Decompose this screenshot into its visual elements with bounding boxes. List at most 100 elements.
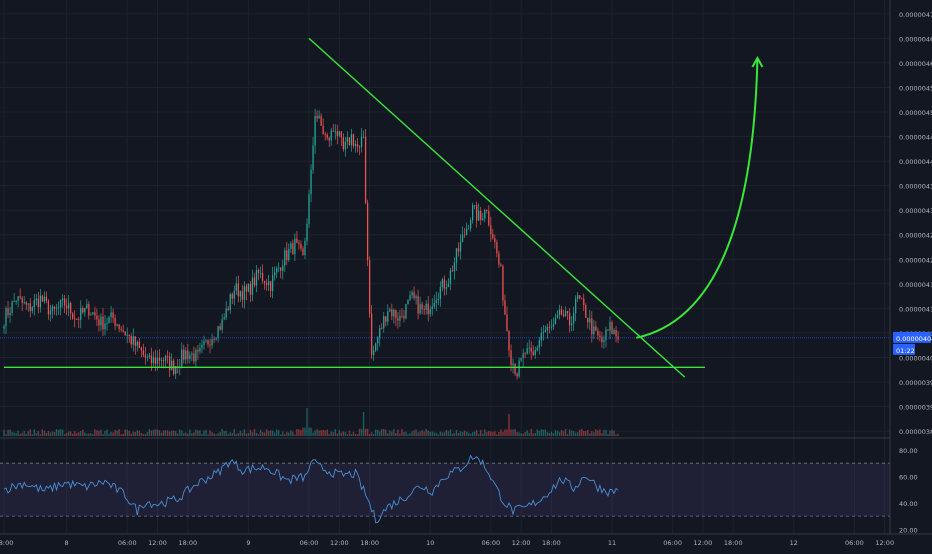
candle[interactable] [37,298,39,308]
candle[interactable] [126,334,128,336]
candle[interactable] [110,312,112,318]
candle[interactable] [9,312,11,315]
candle[interactable] [502,266,504,301]
candle[interactable] [168,356,171,371]
candle[interactable] [160,360,163,361]
candle[interactable] [443,279,446,289]
candle[interactable] [568,313,571,326]
candle[interactable] [601,336,603,343]
candle[interactable] [336,131,338,136]
candle[interactable] [146,356,149,358]
candle[interactable] [427,303,429,315]
candle[interactable] [478,210,480,221]
candle[interactable] [17,296,19,302]
candle[interactable] [536,347,538,351]
candle[interactable] [154,357,157,364]
candle[interactable] [11,301,13,313]
candle[interactable] [164,356,167,361]
candle[interactable] [61,298,64,301]
candle[interactable] [411,292,413,296]
candle[interactable] [385,316,387,322]
candle[interactable] [251,277,254,295]
candle[interactable] [471,205,474,221]
candle[interactable] [27,303,29,305]
candle[interactable] [480,210,482,220]
candle[interactable] [316,116,318,119]
candle[interactable] [308,194,310,224]
candle[interactable] [245,286,248,292]
candle[interactable] [605,329,607,340]
candle[interactable] [104,323,106,330]
candle[interactable] [65,305,68,309]
candle[interactable] [508,330,510,351]
candle[interactable] [397,318,399,321]
candle[interactable] [102,316,104,330]
candle[interactable] [441,279,443,288]
candle[interactable] [205,340,207,342]
candle[interactable] [377,337,379,344]
candle[interactable] [445,287,448,289]
candle[interactable] [225,308,227,318]
candle[interactable] [421,304,423,310]
candle[interactable] [455,248,458,263]
candle[interactable] [498,253,500,265]
candle[interactable] [338,131,340,136]
candle[interactable] [292,243,294,255]
rsi-line[interactable] [3,454,619,524]
candle[interactable] [144,354,147,358]
candle[interactable] [158,357,161,361]
candle[interactable] [488,211,490,226]
candle[interactable] [562,314,565,316]
candle[interactable] [193,353,195,362]
candle[interactable] [187,350,189,359]
candle[interactable] [334,131,336,133]
candle[interactable] [53,306,56,309]
candle[interactable] [195,350,197,362]
candle[interactable] [585,305,587,318]
candle[interactable] [298,242,300,245]
candle[interactable] [39,295,42,308]
candle[interactable] [401,315,403,317]
candle[interactable] [572,313,575,324]
candle[interactable] [280,267,282,271]
candle[interactable] [494,238,496,243]
candle[interactable] [570,323,573,326]
candle[interactable] [459,241,462,252]
candle[interactable] [558,309,561,316]
candle[interactable] [429,309,431,315]
candle[interactable] [191,353,193,355]
candle[interactable] [306,223,308,241]
candle[interactable] [356,143,359,147]
candle[interactable] [189,354,191,359]
candle[interactable] [57,307,60,308]
candle[interactable] [272,275,274,291]
candle[interactable] [227,308,229,311]
candle[interactable] [496,242,498,254]
candle[interactable] [162,360,165,361]
candle[interactable] [203,341,205,345]
candle[interactable] [518,360,520,377]
candle[interactable] [55,307,58,309]
candle[interactable] [447,283,450,288]
candle[interactable] [197,350,199,352]
candle[interactable] [74,318,76,320]
candle[interactable] [595,326,597,331]
candle[interactable] [405,304,407,319]
candle[interactable] [607,329,609,331]
candle[interactable] [504,300,506,315]
candle[interactable] [183,349,185,360]
candle[interactable] [512,363,514,366]
candle[interactable] [490,225,492,234]
candle[interactable] [229,294,231,311]
candle[interactable] [516,373,518,377]
candle[interactable] [538,340,540,348]
candle[interactable] [403,316,405,319]
candle[interactable] [138,341,140,348]
candle[interactable] [300,244,302,249]
candle[interactable] [70,303,72,314]
candle[interactable] [267,281,270,286]
candle[interactable] [350,134,353,145]
candle[interactable] [383,316,385,329]
candle[interactable] [80,308,82,320]
